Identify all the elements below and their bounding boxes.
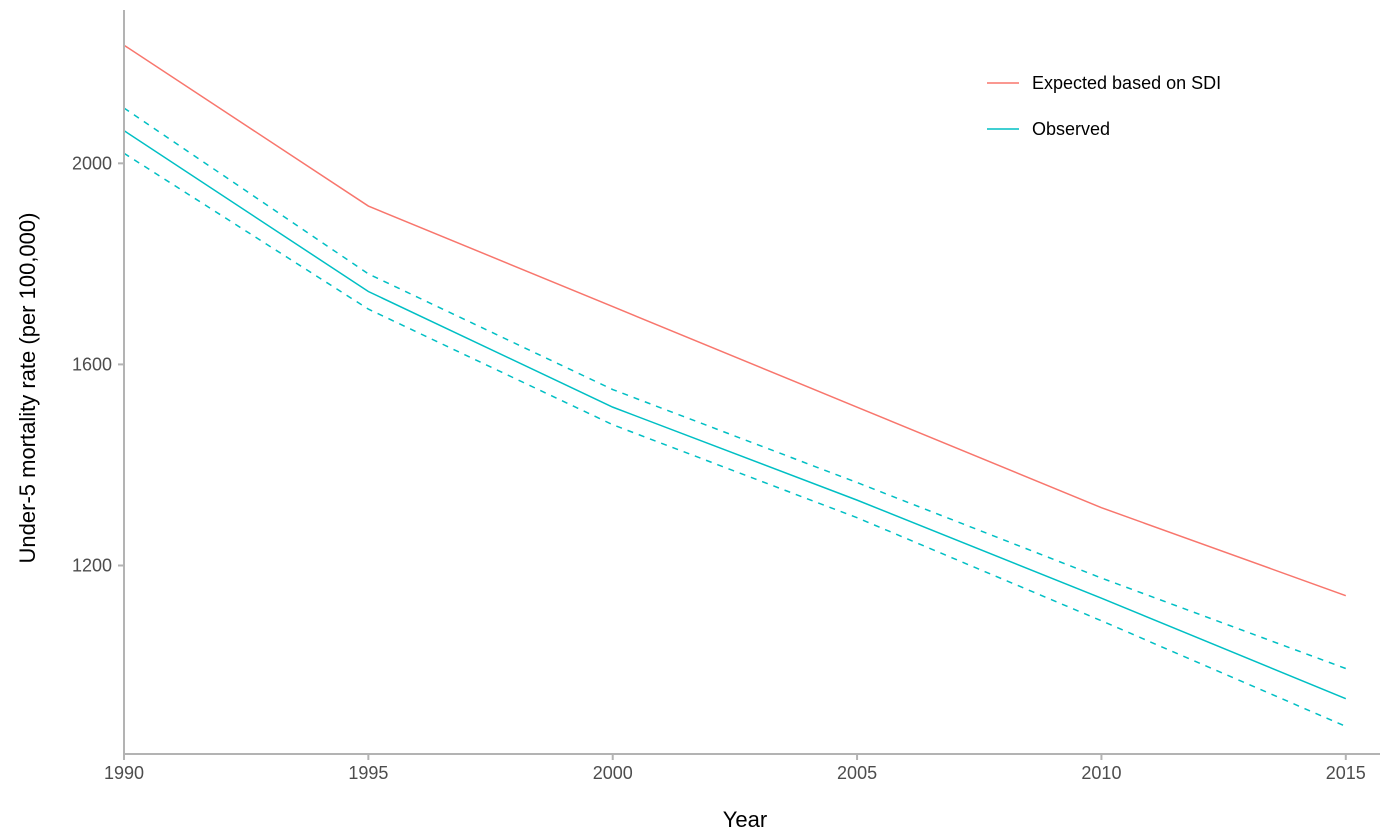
- data-point: [1345, 698, 1347, 700]
- data-point: [1101, 507, 1103, 509]
- x-tick-label: 2015: [1326, 763, 1366, 783]
- data-point: [1345, 726, 1347, 728]
- data-point: [368, 273, 370, 275]
- data-point: [856, 499, 858, 501]
- observed-uncertainty-bound-line: [123, 107, 1347, 670]
- observed-uncertainty-bound-line: [123, 152, 1347, 728]
- data-point: [856, 406, 858, 408]
- data-point: [612, 406, 614, 408]
- legend-label: Observed: [1032, 119, 1110, 139]
- x-tick-label: 2000: [593, 763, 633, 783]
- data-point: [368, 205, 370, 207]
- plot-area: [123, 44, 1347, 728]
- data-point: [368, 291, 370, 293]
- data-point: [612, 424, 614, 426]
- x-tick-label: 1995: [348, 763, 388, 783]
- data-point: [612, 389, 614, 391]
- data-point: [856, 517, 858, 519]
- legend-label: Expected based on SDI: [1032, 73, 1221, 93]
- data-point: [1345, 595, 1347, 597]
- data-point: [1101, 597, 1103, 599]
- x-tick-label: 2005: [837, 763, 877, 783]
- y-tick-label: 1600: [72, 354, 112, 374]
- x-axis-title: Year: [723, 807, 767, 832]
- y-tick-label: 1200: [72, 555, 112, 575]
- y-axis-ticks: 1200 1600 2000: [72, 153, 124, 575]
- data-point: [612, 306, 614, 308]
- data-point: [1345, 668, 1347, 670]
- data-point: [856, 482, 858, 484]
- x-tick-label: 1990: [104, 763, 144, 783]
- data-point: [1101, 577, 1103, 579]
- y-tick-label: 2000: [72, 153, 112, 173]
- data-point: [368, 308, 370, 310]
- y-axis-title: Under-5 mortality rate (per 100,000): [15, 213, 40, 564]
- x-tick-label: 2010: [1081, 763, 1121, 783]
- legend: Expected based on SDI Observed: [987, 73, 1221, 139]
- observed-series-line: [123, 130, 1347, 700]
- expected-series-line: [123, 44, 1347, 597]
- data-point: [1101, 620, 1103, 622]
- x-axis-ticks: 1990 1995 2000 2005 2010 2015: [104, 754, 1366, 783]
